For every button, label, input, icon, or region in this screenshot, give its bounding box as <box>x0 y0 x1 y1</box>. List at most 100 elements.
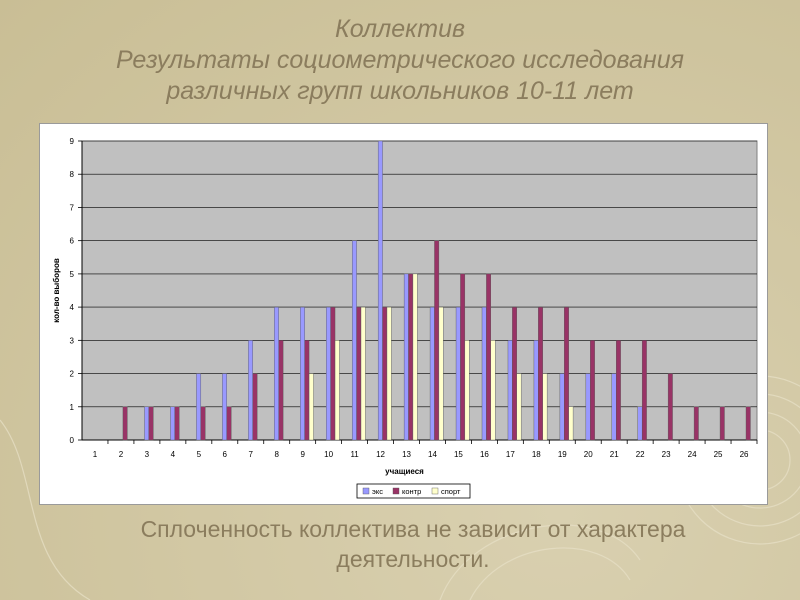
legend-swatch-контр <box>392 487 400 495</box>
legend-label-спорт: спорт <box>441 487 461 496</box>
x-axis-title: учащиеся <box>385 467 424 476</box>
x-tick-label: 13 <box>402 450 411 459</box>
bar-контр <box>148 406 154 441</box>
bar-спорт <box>490 340 496 441</box>
bar-экс <box>274 306 279 441</box>
x-tick-label: 9 <box>300 450 305 459</box>
bar-контр <box>382 306 388 441</box>
bar-контр <box>616 340 621 441</box>
bar-контр <box>278 340 284 441</box>
legend-box <box>356 483 471 499</box>
x-tick-label: 1 <box>93 450 98 459</box>
bar-контр <box>304 340 310 441</box>
legend-swatch-спорт <box>431 487 439 495</box>
x-tick-label: 19 <box>558 450 567 459</box>
bar-экс <box>403 273 409 441</box>
plot-area <box>81 140 758 441</box>
bar-спорт <box>334 340 340 441</box>
bar-экс <box>585 373 591 441</box>
x-tick-label: 24 <box>688 450 697 459</box>
x-tick-label: 11 <box>350 450 359 459</box>
bar-спорт <box>438 306 444 441</box>
bar-контр <box>356 306 362 441</box>
title-line-2: Результаты социометрического исследовани… <box>116 46 684 74</box>
x-tick-label: 25 <box>714 450 723 459</box>
bar-контр <box>408 273 414 441</box>
bar-спорт <box>516 373 522 441</box>
bar-экс <box>507 340 513 441</box>
bar-контр <box>512 306 517 441</box>
bar-контр <box>200 406 206 441</box>
bar-спорт <box>464 340 470 441</box>
y-tick-label: 7 <box>70 203 75 212</box>
x-tick-label: 8 <box>274 450 279 459</box>
bar-экс <box>326 306 331 441</box>
bar-экс <box>429 306 435 441</box>
x-tick-label: 14 <box>428 450 437 459</box>
bar-контр <box>434 240 440 441</box>
bar-контр <box>252 373 258 441</box>
slide-title: Коллектив Результаты социометрического и… <box>0 14 800 107</box>
x-tick-label: 10 <box>324 450 333 459</box>
bar-контр <box>719 406 725 441</box>
bar-экс <box>170 406 176 441</box>
x-tick-label: 4 <box>171 450 176 459</box>
y-axis-title: кол-во выборов <box>52 258 61 323</box>
x-tick-label: 5 <box>197 450 202 459</box>
bar-контр <box>538 306 543 441</box>
title-line-3: различных групп школьников 10-11 лет <box>166 77 634 105</box>
caption-line-1: Сплоченность коллектива не зависит от ха… <box>140 516 686 542</box>
y-tick-label: 4 <box>70 303 75 312</box>
x-tick-label: 12 <box>376 450 385 459</box>
bar-контр <box>174 406 180 441</box>
bar-спорт <box>542 373 548 441</box>
legend-swatch-экс <box>362 487 370 495</box>
bar-спорт <box>360 306 366 441</box>
y-tick-label: 0 <box>70 436 75 445</box>
y-tick-label: 8 <box>70 170 75 179</box>
bar-экс <box>222 373 227 441</box>
x-tick-label: 20 <box>584 450 593 459</box>
x-tick-label: 26 <box>740 450 749 459</box>
bar-экс <box>559 373 565 441</box>
x-tick-label: 22 <box>636 450 645 459</box>
y-tick-label: 2 <box>70 370 75 379</box>
bar-контр <box>667 373 673 441</box>
x-tick-label: 15 <box>454 450 463 459</box>
x-tick-label: 23 <box>662 450 671 459</box>
x-tick-label: 2 <box>119 450 124 459</box>
x-tick-label: 16 <box>480 450 489 459</box>
y-tick-label: 1 <box>70 403 75 412</box>
y-tick-label: 3 <box>70 336 75 345</box>
bar-экс <box>144 406 150 441</box>
bar-экс <box>611 373 617 441</box>
bar-контр <box>745 406 751 441</box>
bar-экс <box>455 306 461 441</box>
bar-контр <box>122 406 128 441</box>
x-tick-label: 6 <box>223 450 228 459</box>
bar-контр <box>226 406 232 441</box>
bar-контр <box>693 406 699 441</box>
bar-экс <box>377 140 383 441</box>
x-tick-label: 17 <box>506 450 515 459</box>
bar-контр <box>330 306 336 441</box>
title-line-1: Коллектив <box>334 15 466 43</box>
y-tick-label: 5 <box>70 270 75 279</box>
bar-экс <box>481 306 487 441</box>
bar-спорт <box>386 306 392 441</box>
y-tick-label: 6 <box>70 237 75 246</box>
bar-спорт <box>412 273 418 441</box>
bar-контр <box>486 273 492 441</box>
bar-экс <box>533 340 539 441</box>
y-tick-label: 9 <box>70 137 75 146</box>
x-tick-label: 18 <box>532 450 541 459</box>
x-tick-label: 3 <box>145 450 150 459</box>
bar-контр <box>590 340 595 441</box>
bar-контр <box>460 273 466 441</box>
bar-спорт <box>568 406 574 441</box>
bar-экс <box>300 306 305 441</box>
legend-label-экс: экс <box>372 487 383 496</box>
chart-container: 0 1 2 3 4 5 6 7 8 9 1 2 3 4 5 6 7 8 9 10 11 12 13 14 15 16 17 18 19 2… <box>39 123 768 505</box>
bar-экс <box>351 240 357 441</box>
